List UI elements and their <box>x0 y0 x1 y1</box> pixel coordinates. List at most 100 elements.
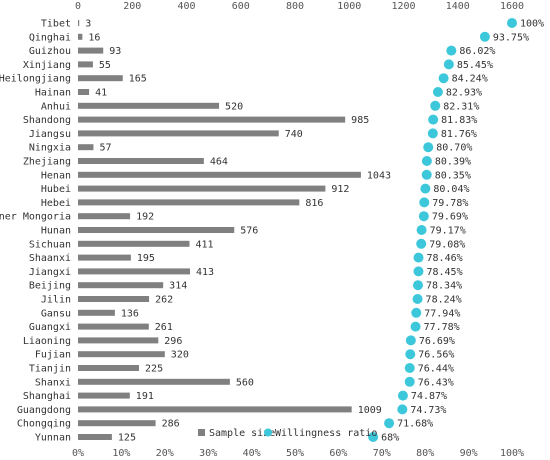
willingness-value-label: 81.76% <box>441 129 477 140</box>
category-label: Fujian <box>35 350 71 361</box>
category-label: Henan <box>41 170 71 181</box>
sample-size-value-label: 816 <box>305 198 323 209</box>
legend-willingness-label: Willingness ratio <box>275 428 377 439</box>
willingness-value-label: 100% <box>520 19 544 30</box>
bottom-axis-tick-label: 60% <box>329 448 347 459</box>
top-axis-tick-label: 0 <box>75 1 81 12</box>
sample-size-bar <box>78 33 83 40</box>
sample-size-value-label: 16 <box>88 32 100 43</box>
sample-size-bar <box>78 227 235 233</box>
sample-size-value-label: 520 <box>225 101 243 112</box>
willingness-value-label: 79.69% <box>432 212 468 223</box>
willingness-value-label: 85.45% <box>457 60 493 71</box>
willingness-dot <box>413 252 424 263</box>
willingness-dot <box>432 87 443 97</box>
sample-size-value-label: 286 <box>162 419 180 430</box>
category-label: Hebei <box>41 198 71 209</box>
willingness-value-label: 76.43% <box>418 377 454 388</box>
sample-size-value-label: 576 <box>240 226 258 237</box>
willingness-dot <box>421 169 432 180</box>
willingness-value-label: 77.78% <box>424 322 460 333</box>
category-label: Shandong <box>23 115 71 126</box>
sample-size-bar <box>78 337 159 344</box>
willingness-value-label: 74.73% <box>410 405 446 416</box>
willingness-value-label: 76.69% <box>419 336 455 347</box>
willingness-dot <box>416 238 427 249</box>
top-axis-tick-label: 600 <box>232 1 250 12</box>
sample-size-bar <box>78 213 131 220</box>
sample-size-bar <box>78 144 94 151</box>
sample-size-value-label: 57 <box>99 143 111 154</box>
willingness-dot <box>438 73 449 84</box>
sample-size-value-label: 41 <box>95 88 107 99</box>
sample-size-bar <box>78 199 300 206</box>
sample-size-value-label: 3 <box>85 19 91 30</box>
willingness-value-label: 80.70% <box>436 143 472 154</box>
sample-size-bar <box>78 296 150 302</box>
category-label: Shaanxi <box>29 253 71 264</box>
category-label: Liaoning <box>23 336 71 347</box>
category-labels: Tibet Qinghai Guizhou Xinjiang Heilongjiang H… <box>0 19 71 444</box>
bottom-axis-tick-label: 10% <box>112 448 130 459</box>
bottom-axis: 0% 10% 20% 30% 40% 50% 60% 70% 80% 90% 100% <box>72 448 524 459</box>
bottom-axis-tick-label: 100% <box>500 448 524 459</box>
sample-size-value-label: 1043 <box>367 170 391 181</box>
willingness-dots <box>368 18 517 442</box>
category-label: Xinjiang <box>23 60 71 71</box>
top-axis-tick-label: 400 <box>177 1 195 12</box>
willingness-value-label: 82.31% <box>443 101 479 112</box>
willingness-dot <box>412 294 423 304</box>
sample-size-bar <box>78 185 326 192</box>
category-label: Jilin <box>41 295 71 306</box>
sample-size-bar <box>78 268 191 275</box>
bottom-axis-tick-label: 40% <box>243 448 261 459</box>
willingness-labels: 100% 93.75% 86.02% 85.45% 84.24% 82.93% 82.31%… <box>381 19 544 444</box>
sample-size-value-label: 136 <box>121 308 139 319</box>
sample-size-bar <box>78 309 115 316</box>
willingness-dot <box>413 266 424 277</box>
sample-size-value-label: 192 <box>136 212 154 223</box>
sample-size-value-label: 261 <box>155 322 173 333</box>
sample-size-value-label: 55 <box>99 60 111 71</box>
sample-size-bar <box>78 420 156 427</box>
sample-size-value-label: 262 <box>155 295 173 306</box>
bottom-axis-tick-label: 0% <box>72 448 84 459</box>
category-label: Chongqing <box>17 419 71 430</box>
category-label: Tibet <box>41 19 71 30</box>
top-axis-tick-label: 800 <box>286 1 304 12</box>
willingness-value-label: 77.94% <box>424 308 460 319</box>
sample-size-bar <box>78 240 190 247</box>
category-label: Gansu <box>41 308 71 319</box>
category-label: Hunan <box>41 226 71 237</box>
sample-size-bar <box>78 434 112 440</box>
bar-series <box>78 20 361 440</box>
category-label: Hainan <box>35 88 71 99</box>
sample-size-bar <box>78 61 93 68</box>
willingness-dot <box>421 156 432 166</box>
willingness-value-label: 71.68% <box>397 419 433 430</box>
willingness-dot <box>479 31 490 42</box>
category-label: Yunnan <box>35 433 71 444</box>
sample-size-value-label: 413 <box>196 267 214 278</box>
category-label: Anhui <box>41 101 71 112</box>
top-axis-tick-label: 1200 <box>391 1 415 12</box>
willingness-dot <box>397 404 408 415</box>
sample-size-value-label: 125 <box>118 433 136 444</box>
willingness-dot <box>427 128 438 139</box>
willingness-value-label: 68% <box>381 433 399 444</box>
sample-size-bar <box>78 158 204 164</box>
sample-size-bar <box>78 365 140 371</box>
sample-size-bar <box>78 254 131 261</box>
willingness-dot <box>404 376 415 387</box>
top-axis-tick-label: 1400 <box>446 1 470 12</box>
sample-size-bar <box>78 102 220 109</box>
category-label: Guizhou <box>29 46 71 57</box>
willingness-dot <box>423 142 434 153</box>
bottom-axis-tick-label: 30% <box>199 448 217 459</box>
sample-size-value-label: 1009 <box>358 405 382 416</box>
category-label: Inner Mongoria <box>0 212 71 223</box>
sample-size-bar <box>78 116 346 123</box>
sample-size-bar <box>78 171 361 178</box>
sample-size-bar <box>78 406 352 413</box>
